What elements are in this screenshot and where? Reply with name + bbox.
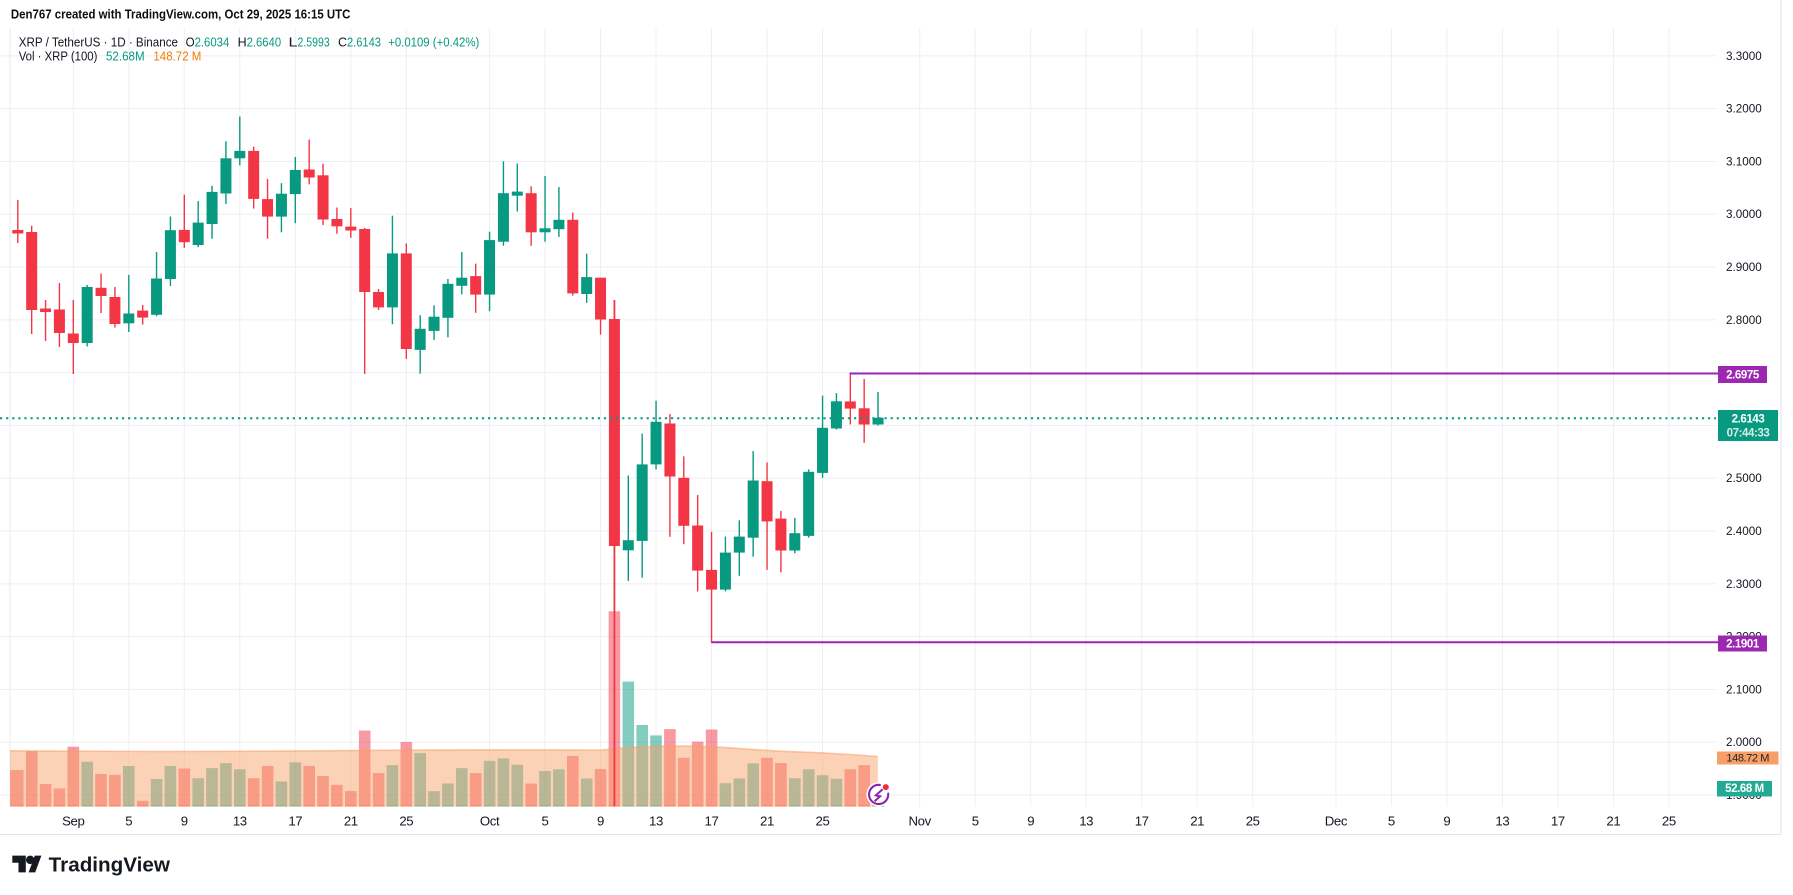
- svg-text:52.68 M: 52.68 M: [1725, 783, 1764, 795]
- svg-text:O: O: [186, 35, 195, 49]
- svg-text:21: 21: [1606, 814, 1620, 829]
- svg-text:21: 21: [1190, 814, 1204, 829]
- svg-text:2.6143: 2.6143: [1732, 414, 1765, 426]
- svg-text:5: 5: [1388, 814, 1395, 829]
- svg-text:Vol · XRP (100): Vol · XRP (100): [19, 50, 98, 64]
- svg-text:XRP / TetherUS · 1D · Binance: XRP / TetherUS · 1D · Binance: [19, 35, 178, 49]
- svg-text:+0.0109 (+0.42%): +0.0109 (+0.42%): [388, 35, 479, 49]
- svg-text:13: 13: [649, 814, 663, 829]
- svg-text:9: 9: [597, 814, 604, 829]
- svg-text:5: 5: [972, 814, 979, 829]
- svg-text:2.6975: 2.6975: [1726, 370, 1760, 382]
- svg-text:Den767 created with TradingVie: Den767 created with TradingView.com, Oct…: [11, 6, 351, 21]
- svg-text:2.0000: 2.0000: [1726, 735, 1762, 749]
- svg-text:C: C: [338, 35, 347, 49]
- svg-text:2.8000: 2.8000: [1726, 313, 1762, 327]
- svg-text:5: 5: [125, 814, 132, 829]
- svg-text:2.1901: 2.1901: [1726, 639, 1760, 651]
- svg-text:25: 25: [1246, 814, 1260, 829]
- svg-text:25: 25: [816, 814, 830, 829]
- svg-text:2.9000: 2.9000: [1726, 260, 1762, 274]
- svg-text:3.1000: 3.1000: [1726, 154, 1762, 168]
- svg-text:17: 17: [288, 814, 302, 829]
- svg-text:13: 13: [1495, 814, 1509, 829]
- svg-text:Dec: Dec: [1325, 814, 1348, 829]
- svg-text:3.3000: 3.3000: [1726, 49, 1762, 63]
- svg-text:2.4000: 2.4000: [1726, 524, 1762, 538]
- svg-text:3.2000: 3.2000: [1726, 102, 1762, 116]
- svg-text:L: L: [289, 35, 298, 49]
- svg-text:2.5993: 2.5993: [298, 35, 330, 49]
- svg-text:2.3000: 2.3000: [1726, 577, 1762, 591]
- svg-text:17: 17: [1135, 814, 1149, 829]
- svg-text:13: 13: [233, 814, 247, 829]
- svg-text:2.1000: 2.1000: [1726, 682, 1762, 696]
- svg-text:2.6034: 2.6034: [195, 35, 230, 49]
- svg-text:TradingView: TradingView: [49, 853, 170, 876]
- svg-text:9: 9: [1443, 814, 1450, 829]
- svg-text:2.6640: 2.6640: [247, 35, 282, 49]
- svg-text:2.5000: 2.5000: [1726, 471, 1762, 485]
- svg-text:5: 5: [542, 814, 549, 829]
- svg-text:9: 9: [181, 814, 188, 829]
- svg-text:Sep: Sep: [62, 814, 84, 829]
- svg-text:3.0000: 3.0000: [1726, 207, 1762, 221]
- svg-text:07:44:33: 07:44:33: [1727, 428, 1770, 440]
- svg-text:9: 9: [1027, 814, 1034, 829]
- svg-text:21: 21: [760, 814, 774, 829]
- svg-text:Oct: Oct: [480, 814, 500, 829]
- svg-text:17: 17: [705, 814, 719, 829]
- svg-text:52.68M: 52.68M: [106, 50, 145, 64]
- svg-text:25: 25: [399, 814, 413, 829]
- svg-text:H: H: [238, 35, 247, 49]
- svg-text:148.72 M: 148.72 M: [1726, 753, 1769, 765]
- svg-text:17: 17: [1551, 814, 1565, 829]
- svg-text:21: 21: [344, 814, 358, 829]
- svg-text:2.6143: 2.6143: [347, 35, 381, 49]
- svg-text:25: 25: [1662, 814, 1676, 829]
- svg-text:148.72 M: 148.72 M: [153, 50, 201, 64]
- svg-text:Nov: Nov: [908, 814, 931, 829]
- svg-text:13: 13: [1079, 814, 1093, 829]
